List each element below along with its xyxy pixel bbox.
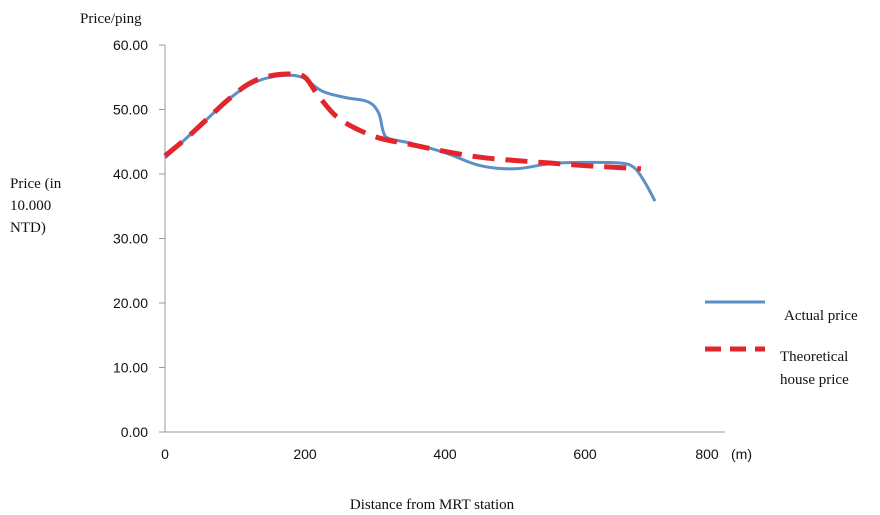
x-tick-label: 400 bbox=[433, 446, 457, 462]
series-line-theoretical-house-price bbox=[163, 71, 642, 172]
y-tick-label: 40.00 bbox=[113, 166, 148, 182]
x-tick-label: 600 bbox=[573, 446, 597, 462]
y-tick-label: 20.00 bbox=[113, 295, 148, 311]
y-axis-label-line-3: NTD) bbox=[10, 220, 46, 236]
y-axis-label-line-2: 10.000 bbox=[10, 198, 51, 214]
x-tick-label: 200 bbox=[293, 446, 317, 462]
x-tick-labels: 0 200 400 600 800 (m) bbox=[161, 446, 752, 462]
y-tick-label: 10.00 bbox=[113, 360, 148, 376]
y-axis-label-line-1: Price (in bbox=[10, 176, 62, 192]
axes bbox=[164, 45, 725, 433]
y-tick-label: 30.00 bbox=[113, 231, 148, 247]
legend-label-actual-price: Actual price bbox=[784, 308, 858, 324]
legend-label-theoretical-line-2: house price bbox=[780, 372, 849, 388]
legend-label-theoretical-line-1: Theoretical bbox=[780, 349, 848, 365]
x-axis-label: Distance from MRT station bbox=[350, 497, 515, 513]
series-line-actual-price bbox=[163, 73, 657, 202]
y-tick-label: 60.00 bbox=[113, 37, 148, 53]
x-unit-label: (m) bbox=[731, 446, 752, 462]
plot-lines bbox=[163, 71, 657, 202]
legend: Actual price Theoretical house price bbox=[705, 300, 858, 388]
y-tick-labels: 0.00 10.00 20.00 30.00 40.00 50.00 60.00 bbox=[113, 37, 165, 440]
y-unit-title: Price/ping bbox=[80, 11, 142, 27]
y-tick-label: 0.00 bbox=[121, 424, 148, 440]
x-tick-label: 800 bbox=[695, 446, 719, 462]
y-tick-label: 50.00 bbox=[113, 102, 148, 118]
x-tick-label: 0 bbox=[161, 446, 169, 462]
